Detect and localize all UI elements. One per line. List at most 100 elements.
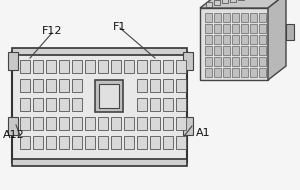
Bar — [183, 52, 193, 70]
Bar — [20, 117, 30, 130]
Bar — [223, 57, 230, 66]
Bar — [176, 136, 186, 149]
Bar — [72, 98, 82, 111]
Bar — [223, 35, 230, 44]
Bar — [8, 117, 18, 135]
Bar — [150, 79, 160, 92]
Bar — [20, 98, 30, 111]
Bar — [214, 35, 221, 44]
Bar — [205, 13, 212, 22]
Bar — [241, 68, 248, 77]
Bar — [72, 117, 82, 130]
Text: F12: F12 — [42, 26, 62, 36]
Bar — [176, 98, 186, 111]
Bar — [150, 117, 160, 130]
Bar — [241, 46, 248, 55]
Bar — [259, 68, 266, 77]
Bar — [205, 24, 212, 33]
Bar — [46, 60, 56, 73]
Bar — [232, 68, 239, 77]
Bar — [46, 136, 56, 149]
Bar — [124, 60, 134, 73]
Bar — [200, 8, 268, 80]
Bar — [20, 136, 30, 149]
Bar — [33, 60, 43, 73]
Bar — [33, 136, 43, 149]
Bar — [46, 117, 56, 130]
Bar — [72, 79, 82, 92]
Bar — [33, 98, 43, 111]
Bar — [250, 68, 257, 77]
Bar — [163, 117, 173, 130]
Bar — [241, 57, 248, 66]
Bar — [111, 136, 121, 149]
Bar — [259, 24, 266, 33]
Bar — [222, 0, 228, 3]
Bar — [98, 117, 108, 130]
Bar — [176, 79, 186, 92]
Bar — [214, 0, 220, 5]
Bar — [241, 13, 248, 22]
Bar — [111, 117, 121, 130]
Bar — [232, 46, 239, 55]
Bar — [137, 98, 147, 111]
Text: A12: A12 — [3, 130, 25, 140]
Bar — [95, 80, 123, 112]
Bar — [124, 136, 134, 149]
Bar — [259, 57, 266, 66]
Bar — [8, 52, 18, 70]
Bar — [33, 79, 43, 92]
Bar — [137, 60, 147, 73]
Bar — [241, 24, 248, 33]
Bar — [259, 46, 266, 55]
Bar — [20, 79, 30, 92]
Polygon shape — [268, 0, 286, 80]
Bar — [223, 68, 230, 77]
Bar — [205, 46, 212, 55]
Bar — [20, 60, 30, 73]
Bar — [205, 68, 212, 77]
Bar — [230, 0, 236, 2]
Bar — [232, 24, 239, 33]
Bar — [205, 35, 212, 44]
Bar — [12, 52, 187, 162]
Bar — [72, 136, 82, 149]
Bar — [250, 46, 257, 55]
Bar — [232, 35, 239, 44]
Bar — [223, 24, 230, 33]
Bar — [259, 13, 266, 22]
Bar — [214, 13, 221, 22]
Bar — [12, 48, 187, 55]
Bar — [183, 117, 193, 135]
Bar — [176, 60, 186, 73]
Bar — [163, 136, 173, 149]
Bar — [163, 98, 173, 111]
Bar — [124, 117, 134, 130]
Bar — [250, 13, 257, 22]
Bar — [150, 98, 160, 111]
Bar — [163, 60, 173, 73]
Bar — [46, 98, 56, 111]
Bar — [250, 24, 257, 33]
Text: A1: A1 — [196, 128, 211, 138]
Bar — [59, 98, 69, 111]
Bar — [232, 57, 239, 66]
Bar — [163, 79, 173, 92]
Bar — [59, 117, 69, 130]
Bar — [241, 35, 248, 44]
Bar — [214, 46, 221, 55]
Bar — [59, 136, 69, 149]
Bar — [223, 46, 230, 55]
Bar — [72, 60, 82, 73]
Bar — [223, 13, 230, 22]
Text: F1: F1 — [113, 22, 127, 32]
Polygon shape — [200, 0, 286, 8]
Bar — [214, 24, 221, 33]
Bar — [206, 2, 212, 7]
Bar — [250, 35, 257, 44]
Bar — [59, 60, 69, 73]
Bar — [46, 79, 56, 92]
Bar — [85, 60, 95, 73]
Bar — [85, 136, 95, 149]
Bar — [205, 57, 212, 66]
